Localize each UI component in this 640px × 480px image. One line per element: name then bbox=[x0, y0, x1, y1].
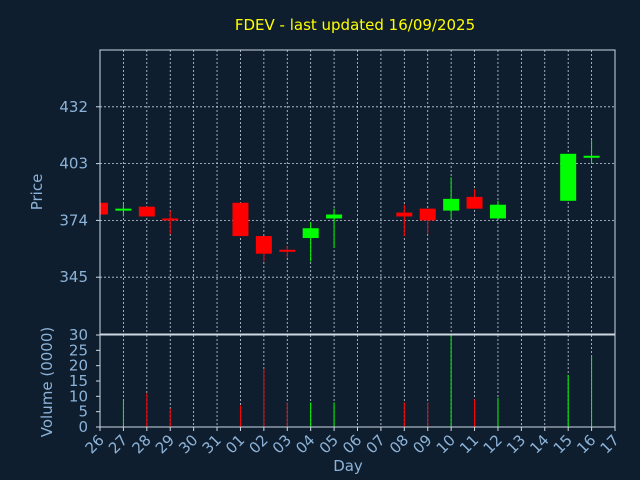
x-tick-label: 31 bbox=[199, 431, 225, 457]
candle-body bbox=[138, 206, 155, 217]
volume-y-tick-label: 10 bbox=[69, 387, 88, 405]
x-tick-label: 02 bbox=[245, 431, 271, 457]
x-tick-labels: 2627282930310102030405060708091011121314… bbox=[82, 427, 623, 457]
candle-body bbox=[302, 228, 319, 239]
x-tick-label: 15 bbox=[550, 431, 576, 457]
x-tick-label: 09 bbox=[409, 431, 435, 457]
x-tick-label: 17 bbox=[597, 431, 623, 457]
candlesticks bbox=[100, 140, 600, 262]
price-panel-frame bbox=[99, 49, 616, 335]
x-tick-label: 12 bbox=[480, 431, 506, 457]
candle-body bbox=[115, 208, 132, 211]
x-tick-label: 13 bbox=[503, 431, 529, 457]
volume-y-tick-label: 0 bbox=[78, 418, 88, 436]
price-y-tick-label: 345 bbox=[59, 268, 88, 286]
x-axis-label: Day bbox=[333, 457, 363, 475]
candle-body bbox=[489, 204, 506, 219]
x-tick-label: 08 bbox=[386, 431, 412, 457]
candle-body bbox=[279, 249, 296, 252]
x-tick-label: 27 bbox=[105, 431, 131, 457]
x-tick-label: 06 bbox=[339, 431, 365, 457]
volume-y-tick-label: 20 bbox=[69, 357, 88, 375]
volume-y-tick-label: 15 bbox=[69, 372, 88, 390]
candle-body bbox=[396, 212, 413, 217]
volume-axis-label: Volume (0000) bbox=[38, 327, 56, 437]
price-grid bbox=[100, 50, 615, 334]
candle-body bbox=[326, 214, 343, 219]
candle-body bbox=[162, 218, 179, 221]
price-y-tick-label: 374 bbox=[59, 211, 88, 229]
x-tick-label: 07 bbox=[363, 431, 389, 457]
candle-body bbox=[443, 198, 460, 211]
candle-body bbox=[466, 196, 483, 209]
candle-body bbox=[232, 202, 249, 237]
x-tick-label: 16 bbox=[573, 431, 599, 457]
x-tick-label: 01 bbox=[222, 431, 248, 457]
candle-body bbox=[255, 236, 272, 254]
x-tick-label: 10 bbox=[433, 431, 459, 457]
candle-body bbox=[583, 155, 600, 158]
price-y-ticks: 345 374 403 432 bbox=[59, 98, 100, 286]
candle-body bbox=[100, 202, 108, 215]
x-tick-label: 29 bbox=[152, 431, 178, 457]
x-tick-label: 05 bbox=[316, 431, 342, 457]
volume-bars bbox=[122, 335, 593, 427]
x-tick-label: 28 bbox=[128, 431, 154, 457]
volume-y-tick-label: 25 bbox=[69, 341, 88, 359]
volume-grid bbox=[123, 335, 592, 427]
x-tick-label: 30 bbox=[175, 431, 201, 457]
candle-body bbox=[560, 153, 577, 201]
volume-y-tick-label: 30 bbox=[69, 326, 88, 344]
price-y-tick-label: 432 bbox=[59, 98, 88, 116]
price-axis-label: Price bbox=[28, 174, 46, 211]
volume-y-tick-label: 5 bbox=[78, 403, 88, 421]
x-tick-label: 04 bbox=[292, 431, 318, 457]
x-tick-label: 11 bbox=[456, 431, 482, 457]
x-tick-label: 03 bbox=[269, 431, 295, 457]
chart-title: FDEV - last updated 16/09/2025 bbox=[235, 16, 475, 34]
price-y-tick-label: 403 bbox=[59, 155, 88, 173]
candle-body bbox=[419, 208, 436, 221]
x-tick-label: 14 bbox=[526, 431, 552, 457]
